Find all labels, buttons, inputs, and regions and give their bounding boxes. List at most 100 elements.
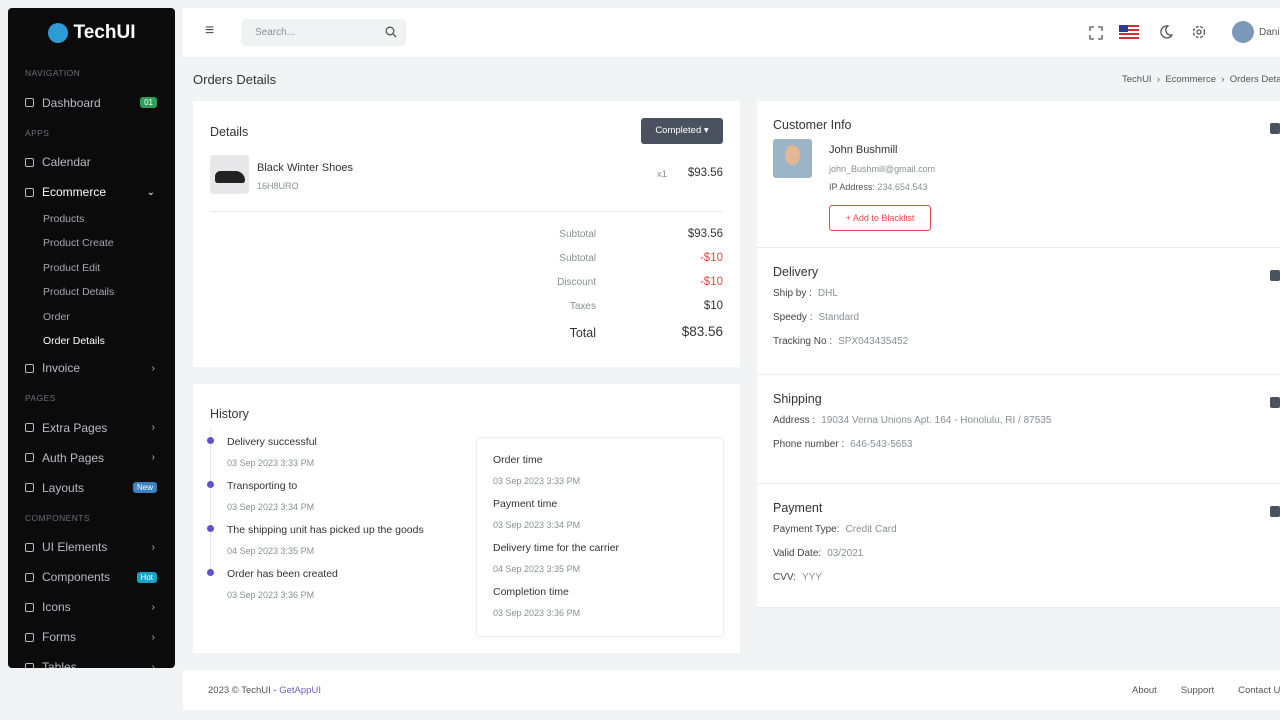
status-dropdown[interactable]: Completed ▾ bbox=[641, 118, 723, 144]
footer-link[interactable]: About bbox=[1132, 685, 1157, 696]
price: $93.56 bbox=[687, 167, 723, 179]
fullscreen-icon[interactable] bbox=[1089, 26, 1103, 40]
info-label: Valid Date: bbox=[773, 548, 822, 559]
time-value: 03 Sep 2023 3:33 PM bbox=[493, 476, 581, 486]
info-row: Tracking No : SPX043435452 bbox=[773, 336, 908, 347]
submenu-item[interactable]: Products bbox=[43, 213, 85, 225]
total-label: Total bbox=[569, 326, 596, 340]
timeline-dot bbox=[207, 437, 214, 444]
brand[interactable]: TechUI bbox=[8, 8, 175, 58]
menu-icon bbox=[25, 423, 34, 433]
event-time: 04 Sep 2023 3:35 PM bbox=[227, 546, 315, 556]
footer-link[interactable]: GetAppUI bbox=[279, 685, 321, 696]
submenu-item[interactable]: Order bbox=[43, 310, 70, 323]
event-title: Transporting to bbox=[227, 480, 298, 492]
info-value: 19034 Verna Unions Apt. 164 - Honolulu, … bbox=[821, 415, 1052, 426]
menu-item[interactable]: Forms › bbox=[25, 622, 175, 652]
submenu-item[interactable]: Product Details bbox=[43, 286, 115, 299]
info-value: DHL bbox=[817, 288, 838, 299]
footer-links: About Support Contact Us bbox=[1132, 685, 1280, 696]
info-label: Phone number : bbox=[773, 439, 845, 450]
menu-item[interactable]: Invoice › bbox=[25, 353, 175, 383]
info-row: CVV: YYY bbox=[773, 572, 822, 583]
menu-label: Ecommerce bbox=[42, 185, 107, 199]
summary-value: $93.56 bbox=[687, 228, 723, 240]
summary-label: Taxes bbox=[569, 301, 596, 312]
menu-item[interactable]: Calendar bbox=[25, 147, 175, 177]
info-value: YYY bbox=[801, 572, 822, 583]
card-title: Shipping bbox=[773, 392, 822, 406]
user-avatar[interactable] bbox=[1232, 21, 1254, 43]
chevron: › bbox=[151, 661, 155, 668]
info-label: CVV: bbox=[773, 572, 796, 583]
theme-icon[interactable] bbox=[1159, 25, 1173, 39]
timeline-line bbox=[210, 429, 211, 574]
footer-link[interactable]: Contact Us bbox=[1238, 685, 1280, 696]
breadcrumb-item[interactable]: TechUI bbox=[1122, 74, 1152, 85]
menu-item[interactable]: Extra Pages › bbox=[25, 413, 175, 443]
submenu-item[interactable]: Product Edit bbox=[43, 261, 101, 274]
menu-item[interactable]: Layouts New bbox=[25, 473, 175, 503]
breadcrumb-item[interactable]: Ecommerce bbox=[1165, 74, 1216, 85]
menu-label: Tables bbox=[42, 660, 77, 668]
delivery-card: Delivery Ship by : DHL Speedy : Standard Trac… bbox=[757, 248, 1280, 375]
menu-badge: 01 bbox=[140, 97, 157, 108]
menu-label: Components bbox=[42, 570, 111, 585]
total-value: $83.56 bbox=[681, 324, 723, 339]
payment-card: Payment Payment Type: Credit Card Valid Dat… bbox=[757, 484, 1280, 608]
info-row: Speedy : Standard bbox=[773, 312, 859, 323]
footer-link[interactable]: Support bbox=[1180, 685, 1215, 696]
menu-icon bbox=[25, 157, 34, 167]
menu-toggle[interactable]: ≡ bbox=[205, 22, 215, 39]
menu-label: UI Elements bbox=[42, 540, 108, 555]
flag-icon[interactable] bbox=[1119, 25, 1139, 39]
menu-item[interactable]: Auth Pages › bbox=[25, 443, 175, 473]
menu-item[interactable]: Tables › bbox=[25, 652, 175, 668]
info-row: Ship by : DHL bbox=[773, 288, 838, 299]
info-label: Payment Type: bbox=[773, 524, 840, 535]
time-label: Delivery time for the carrier bbox=[493, 542, 620, 554]
product-image bbox=[210, 155, 249, 194]
menu-icon bbox=[25, 602, 34, 612]
menu-item[interactable]: Dashboard 01 bbox=[25, 88, 175, 118]
blacklist-button[interactable]: + Add to Blacklist bbox=[829, 205, 931, 231]
submenu-item[interactable]: Product Create bbox=[43, 237, 114, 250]
topbar: ≡ Search... Daniel bbox=[183, 8, 1280, 57]
product-name[interactable]: Black Winter Shoes bbox=[257, 162, 353, 174]
info-row: Payment Type: Credit Card bbox=[773, 524, 897, 535]
page-title: Orders Details bbox=[193, 72, 277, 87]
edit-button[interactable] bbox=[1270, 123, 1280, 134]
search-box[interactable]: Search... bbox=[241, 19, 406, 46]
menu-item[interactable]: Icons › bbox=[25, 592, 175, 622]
menu-label: Dashboard bbox=[42, 95, 101, 110]
breadcrumb: TechUI › Ecommerce › Orders Details bbox=[1122, 74, 1280, 85]
ip-label: IP Address: bbox=[829, 182, 875, 192]
history-card: History Order time 03 Sep 2023 3:33 PM Pay… bbox=[193, 384, 740, 653]
edit-button[interactable] bbox=[1270, 397, 1280, 408]
menu-icon bbox=[25, 363, 34, 373]
menu-label: Layouts bbox=[42, 480, 85, 495]
menu-icon bbox=[25, 98, 34, 107]
menu-item[interactable]: Ecommerce ⌄ bbox=[25, 177, 175, 207]
event-time: 03 Sep 2023 3:36 PM bbox=[227, 590, 315, 600]
info-value: Standard bbox=[818, 312, 860, 323]
submenu-item[interactable]: Order Details bbox=[43, 334, 105, 347]
chevron: › bbox=[151, 362, 155, 374]
ip-value: 234.654.543 bbox=[877, 182, 928, 192]
time-value: 03 Sep 2023 3:36 PM bbox=[493, 608, 581, 618]
edit-button[interactable] bbox=[1270, 506, 1280, 517]
edit-button[interactable] bbox=[1270, 270, 1280, 281]
menu-label: Invoice bbox=[42, 361, 81, 376]
settings-icon[interactable] bbox=[1191, 24, 1207, 40]
user-name[interactable]: Daniel bbox=[1259, 27, 1280, 38]
summary-label: Subtotal bbox=[559, 253, 596, 264]
details-card: Details Completed ▾ Black Winter Shoes 1… bbox=[193, 101, 740, 367]
menu-icon bbox=[25, 187, 34, 197]
chevron: › bbox=[151, 631, 155, 643]
menu-item[interactable]: UI Elements › bbox=[25, 532, 175, 562]
timeline-dot bbox=[207, 525, 214, 532]
customer-card: Customer Info John Bushmill john_Bushmil… bbox=[757, 101, 1280, 248]
divider bbox=[210, 211, 723, 212]
menu-item[interactable]: Components Hot bbox=[25, 562, 175, 592]
info-row: Address : 19034 Verna Unions Apt. 164 - H… bbox=[773, 415, 1051, 426]
